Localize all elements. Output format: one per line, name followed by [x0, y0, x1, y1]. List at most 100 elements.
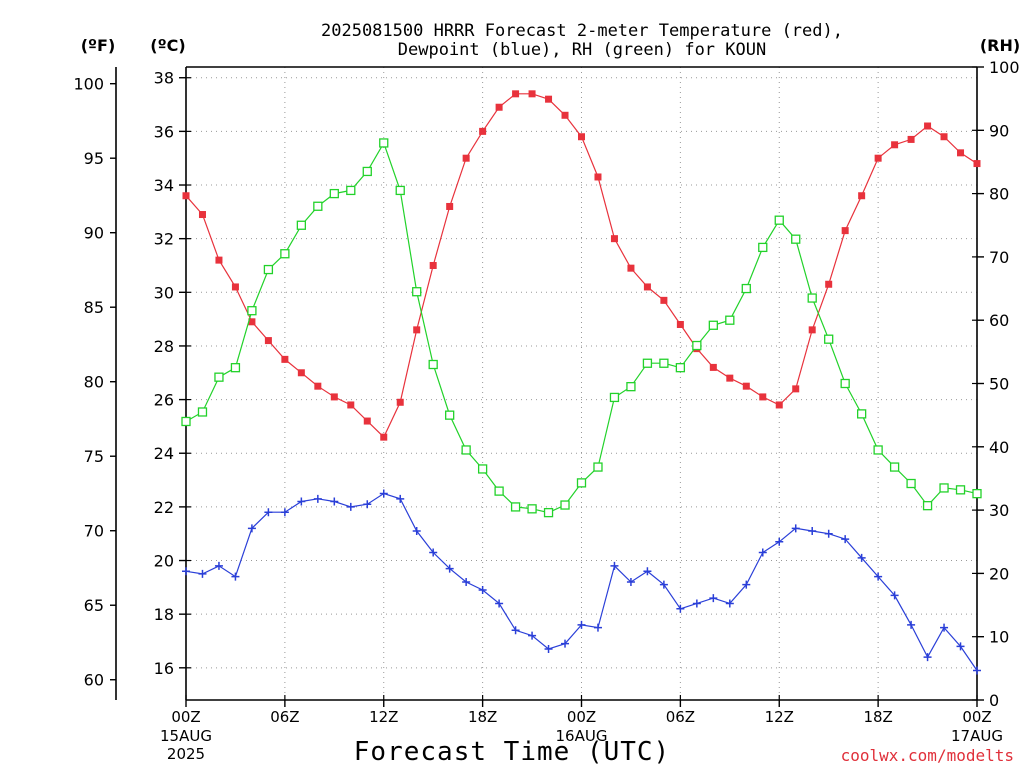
rh-point	[461, 445, 471, 455]
x-tick-year-label: 2025	[167, 745, 205, 763]
dewpoint-point	[297, 497, 306, 506]
temperature-point	[264, 337, 272, 345]
dewpoint-point	[462, 577, 471, 586]
rh-point	[955, 485, 966, 495]
rh-point	[296, 220, 307, 230]
rh-point	[659, 358, 669, 368]
dewpoint-point	[775, 537, 784, 546]
dewpoint-point	[247, 524, 256, 533]
rh-point	[922, 501, 933, 511]
rh-point	[543, 507, 554, 518]
dewpoint-point	[528, 631, 537, 640]
dewpoint-point	[214, 561, 223, 570]
temperature-point	[676, 320, 684, 328]
fahrenheit-tick-label: 75	[84, 447, 104, 466]
dewpoint-point	[264, 508, 273, 517]
temperature-point	[561, 111, 569, 119]
dewpoint-point	[626, 577, 635, 586]
dewpoint-point	[610, 561, 619, 570]
dewpoint-point	[379, 489, 388, 498]
rh-point	[280, 249, 290, 259]
dewpoint-point	[429, 548, 438, 557]
dewpoint-point	[544, 645, 553, 654]
rh-point	[576, 478, 587, 488]
temperature-point	[462, 154, 470, 162]
temperature-point	[610, 235, 618, 243]
rh-point	[626, 382, 636, 392]
temperature-point	[709, 363, 717, 371]
chart-title-line1: 2025081500 HRRR Forecast 2-meter Tempera…	[321, 21, 843, 41]
rh-tick-label: 80	[989, 185, 1009, 204]
temperature-point	[924, 122, 932, 130]
celsius-tick-label: 26	[154, 391, 174, 410]
x-tick-label: 00Z	[962, 708, 991, 726]
dewpoint-point	[478, 586, 487, 595]
rh-point	[329, 188, 339, 199]
temperature-point	[973, 160, 981, 168]
temperature-point	[413, 326, 421, 334]
dewpoint-point	[231, 572, 240, 581]
rh-point	[774, 215, 784, 225]
rh-point	[593, 462, 603, 472]
fahrenheit-tick-label: 65	[84, 596, 104, 615]
temperature-line	[185, 93, 978, 439]
temperature-point	[841, 227, 849, 235]
fahrenheit-tick-label: 80	[84, 373, 104, 392]
rh-point	[642, 358, 653, 368]
dewpoint-point	[692, 599, 701, 608]
rh-tick-label: 20	[989, 564, 1009, 583]
temperature-point	[825, 280, 833, 288]
series-dewpoint	[182, 489, 981, 675]
series-rh	[181, 138, 982, 518]
rh-tick-label: 90	[989, 121, 1009, 140]
temperature-point	[198, 211, 206, 219]
x-tick-date-label: 16AUG	[556, 727, 608, 745]
temperature-point	[215, 256, 223, 264]
rh-point	[362, 166, 372, 177]
rh-point	[510, 502, 521, 512]
temperature-point	[627, 264, 635, 272]
dewpoint-point	[709, 594, 718, 603]
rh-tick-label: 50	[989, 375, 1009, 394]
rh-tick-label: 100	[989, 58, 1020, 77]
rh-tick-label: 60	[989, 311, 1009, 330]
dewpoint-point	[577, 620, 586, 629]
temperature-point	[363, 417, 371, 425]
series-layer	[181, 90, 982, 675]
temperature-point	[660, 296, 668, 304]
rh-axis: 0 10 20 30 40 50 60 70 80 90 100	[972, 58, 1020, 710]
dewpoint-point	[824, 529, 833, 538]
fahrenheit-unit-label: (ºF)	[81, 36, 116, 55]
x-tick-date-label: 17AUG	[951, 727, 1003, 745]
rh-point	[494, 486, 504, 496]
dewpoint-point	[445, 564, 454, 573]
temperature-point	[907, 135, 915, 143]
dewpoint-point	[182, 567, 190, 576]
temperature-point	[957, 149, 965, 157]
celsius-tick-label: 28	[154, 337, 174, 356]
rh-point	[856, 409, 867, 419]
rh-point	[889, 462, 900, 472]
temperature-point	[248, 318, 256, 326]
celsius-tick-label: 22	[154, 498, 174, 517]
rh-tick-label: 40	[989, 438, 1009, 457]
x-tick-label: 06Z	[270, 708, 299, 726]
x-axis-title: Forecast Time (UTC)	[354, 737, 670, 767]
dewpoint-point	[808, 527, 817, 536]
rh-point	[939, 483, 949, 493]
grid	[186, 67, 977, 700]
celsius-tick-label: 36	[154, 122, 174, 141]
temperature-point	[874, 154, 882, 162]
dewpoint-point	[396, 494, 405, 503]
temperature-point	[479, 127, 487, 135]
celsius-tick-label: 38	[154, 69, 174, 88]
rh-point	[791, 234, 801, 244]
rh-point	[675, 363, 686, 373]
x-tick-label: 12Z	[765, 708, 794, 726]
rh-point	[197, 407, 208, 417]
x-tick-label: 06Z	[666, 708, 695, 726]
x-tick-label: 00Z	[171, 708, 200, 726]
dewpoint-point	[923, 653, 932, 662]
temperature-point	[759, 393, 767, 401]
